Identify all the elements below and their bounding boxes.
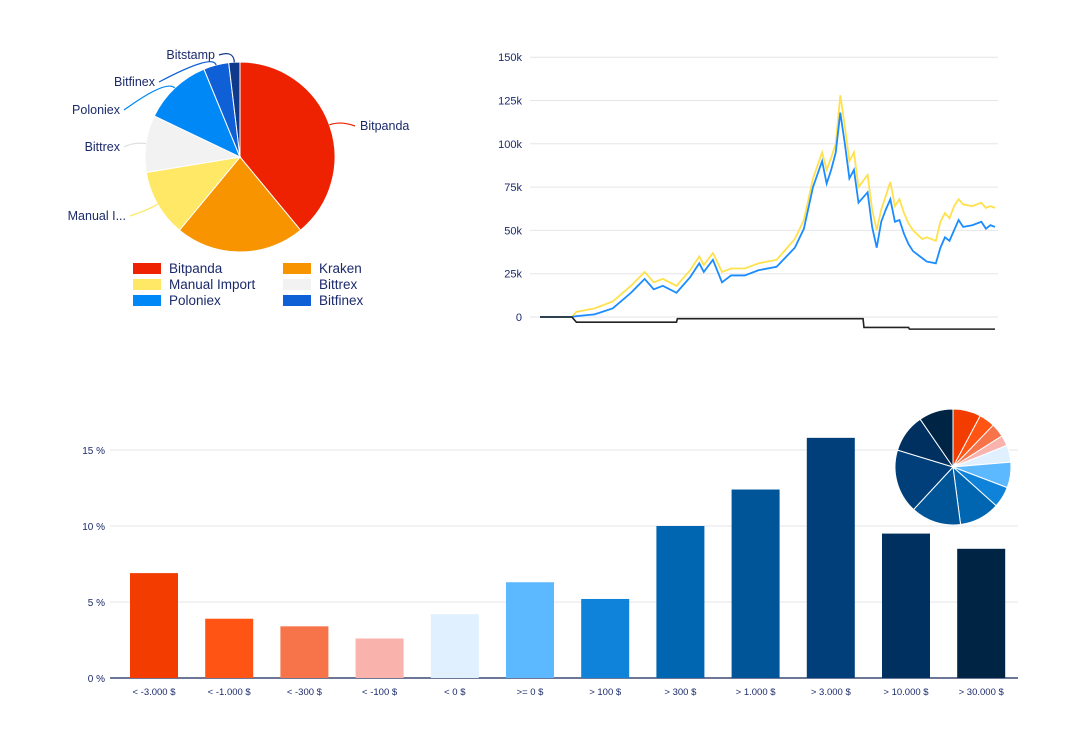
x-tick-label: > 100 $ bbox=[589, 687, 622, 698]
inset-pie bbox=[894, 408, 1012, 526]
inset-pie-slice bbox=[894, 449, 954, 511]
callout-label: Bitpanda bbox=[360, 119, 409, 133]
x-tick-label: > 300 $ bbox=[664, 687, 697, 698]
y-tick-label: 50k bbox=[504, 225, 522, 237]
legend-label: Bittrex bbox=[319, 277, 358, 292]
x-tick-label: < -300 $ bbox=[287, 687, 323, 698]
bar bbox=[506, 582, 554, 678]
callout-label: Bittrex bbox=[85, 140, 121, 154]
x-tick-label: < 0 $ bbox=[444, 687, 466, 698]
bar bbox=[656, 526, 705, 678]
y-tick-label: 125k bbox=[498, 96, 522, 108]
bar bbox=[430, 614, 479, 678]
series-line-black bbox=[540, 316, 995, 330]
bar bbox=[280, 626, 329, 678]
y-tick-label: 5 % bbox=[88, 598, 105, 609]
callout-label: Poloniex bbox=[72, 103, 121, 117]
y-tick-label: 0 % bbox=[88, 674, 105, 685]
bar bbox=[355, 638, 404, 678]
callout-label: Manual I... bbox=[68, 209, 126, 223]
exchange-pie-slice bbox=[153, 68, 241, 159]
legend-label: Manual Import bbox=[169, 277, 256, 292]
x-tick-label: < -1.000 $ bbox=[208, 687, 252, 698]
callout-line bbox=[123, 142, 147, 148]
y-tick-label: 150k bbox=[498, 52, 522, 64]
x-tick-label: < -3.000 $ bbox=[132, 687, 176, 698]
bar bbox=[205, 618, 254, 678]
y-tick-label: 0 bbox=[516, 312, 522, 324]
callout-label: Bitfinex bbox=[114, 75, 156, 89]
x-tick-label: < -100 $ bbox=[362, 687, 398, 698]
x-tick-label: >= 0 $ bbox=[517, 687, 545, 698]
callout-line bbox=[158, 61, 217, 83]
bar bbox=[130, 573, 178, 678]
legend-swatch bbox=[133, 295, 161, 306]
y-tick-label: 75k bbox=[504, 182, 522, 194]
bar bbox=[581, 598, 630, 678]
y-tick-label: 15 % bbox=[82, 446, 105, 457]
exchange-pie-slice bbox=[178, 156, 302, 253]
legend-label: Kraken bbox=[319, 261, 362, 276]
x-tick-label: > 1.000 $ bbox=[736, 687, 777, 698]
legend-swatch bbox=[283, 295, 311, 306]
exchange-pie-slice bbox=[145, 156, 242, 231]
x-tick-label: > 30.000 $ bbox=[959, 687, 1005, 698]
x-tick-label: > 3.000 $ bbox=[811, 687, 852, 698]
exchange-pie-slice bbox=[239, 61, 336, 231]
inset-pie-slice bbox=[919, 408, 954, 469]
callout-line bbox=[129, 203, 158, 217]
y-tick-label: 100k bbox=[498, 139, 522, 151]
callout-line bbox=[218, 53, 235, 63]
legend-label: Bitpanda bbox=[169, 261, 223, 276]
series-line-yellow bbox=[540, 95, 996, 318]
bar bbox=[806, 437, 855, 678]
legend-swatch bbox=[133, 263, 161, 274]
bar bbox=[882, 533, 930, 678]
y-tick-label: 10 % bbox=[82, 522, 105, 533]
callout-line bbox=[329, 122, 356, 127]
series-line-blue bbox=[540, 112, 996, 318]
legend-swatch bbox=[283, 263, 311, 274]
inset-pie-slice bbox=[912, 465, 962, 526]
callout-label: Bitstamp bbox=[166, 48, 215, 62]
legend-label: Poloniex bbox=[169, 293, 221, 308]
exchange-pie-slice bbox=[228, 61, 241, 158]
x-tick-label: > 10.000 $ bbox=[883, 687, 929, 698]
bar bbox=[731, 489, 780, 678]
y-tick-label: 25k bbox=[504, 269, 522, 281]
legend-label: Bitfinex bbox=[319, 293, 364, 308]
legend-swatch bbox=[133, 279, 161, 290]
bar bbox=[957, 548, 1006, 678]
callout-line bbox=[123, 85, 176, 111]
legend-swatch bbox=[283, 279, 311, 290]
